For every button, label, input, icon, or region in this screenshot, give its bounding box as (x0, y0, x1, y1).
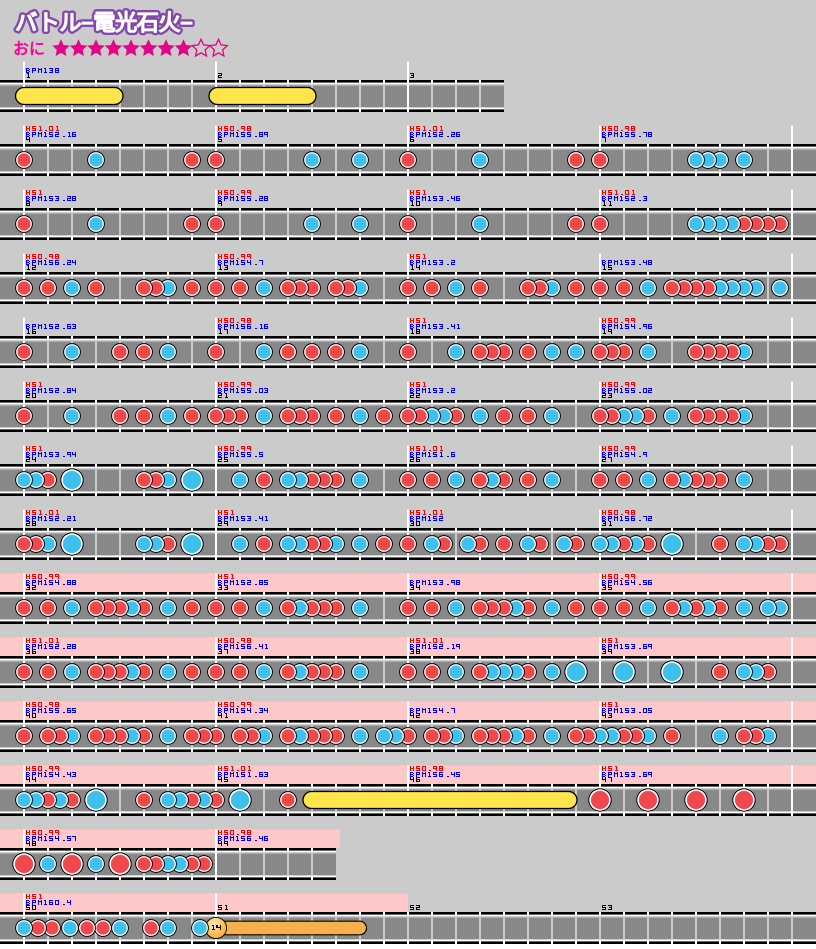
svg-text:バトル−電光石火−: バトル−電光石火− (15, 11, 193, 36)
svg-text:バトル−電光石火−: バトル−電光石火− (15, 11, 193, 36)
svg-text:おに: おに (13, 40, 45, 58)
